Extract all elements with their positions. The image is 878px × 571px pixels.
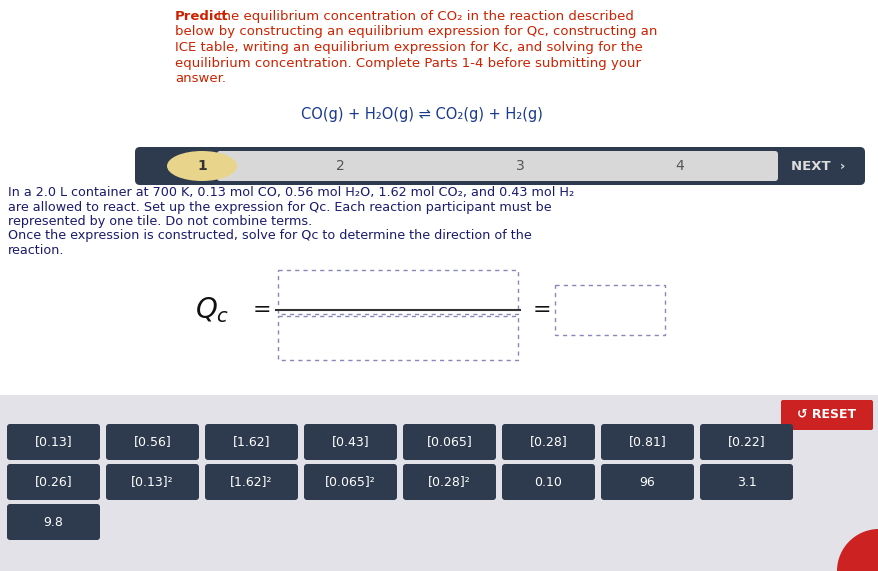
Text: =: = [252,300,271,320]
Text: answer.: answer. [175,72,226,85]
FancyBboxPatch shape [601,464,694,500]
Text: [0.81]: [0.81] [628,436,666,448]
Text: the equilibrium concentration of CO₂ in the reaction described: the equilibrium concentration of CO₂ in … [212,10,633,23]
Text: [0.26]: [0.26] [34,476,72,489]
FancyBboxPatch shape [501,424,594,460]
Text: [0.13]: [0.13] [34,436,72,448]
FancyBboxPatch shape [205,464,298,500]
Text: 3: 3 [515,159,524,173]
FancyBboxPatch shape [304,424,397,460]
Text: [0.13]²: [0.13]² [131,476,174,489]
Polygon shape [836,529,878,571]
Text: below by constructing an equilibrium expression for Qc, constructing an: below by constructing an equilibrium exp… [175,26,657,38]
FancyBboxPatch shape [554,285,665,335]
Text: Once the expression is constructed, solve for Qc to determine the direction of t: Once the expression is constructed, solv… [8,230,531,243]
FancyBboxPatch shape [699,464,792,500]
Text: equilibrium concentration. Complete Parts 1-4 before submitting your: equilibrium concentration. Complete Part… [175,57,640,70]
Text: ↺ RESET: ↺ RESET [796,408,855,421]
FancyBboxPatch shape [304,464,397,500]
Text: represented by one tile. Do not combine terms.: represented by one tile. Do not combine … [8,215,312,228]
Text: 9.8: 9.8 [44,516,63,529]
Text: Predict: Predict [175,10,228,23]
Text: [0.43]: [0.43] [331,436,369,448]
Text: $Q_c$: $Q_c$ [195,295,229,325]
Text: 4: 4 [675,159,684,173]
Text: [1.62]²: [1.62]² [230,476,272,489]
Text: [0.065]²: [0.065]² [325,476,376,489]
Text: 0.10: 0.10 [534,476,562,489]
FancyBboxPatch shape [781,400,872,430]
Text: [0.28]: [0.28] [529,436,566,448]
Text: are allowed to react. Set up the expression for Qc. Each reaction participant mu: are allowed to react. Set up the express… [8,200,551,214]
Text: [1.62]: [1.62] [233,436,270,448]
FancyBboxPatch shape [699,424,792,460]
FancyBboxPatch shape [7,504,100,540]
Text: CO(g) + H₂O(g) ⇌ CO₂(g) + H₂(g): CO(g) + H₂O(g) ⇌ CO₂(g) + H₂(g) [300,107,543,122]
Text: =: = [532,300,551,320]
Bar [0,395,878,571]
FancyBboxPatch shape [277,316,517,360]
Text: [0.28]²: [0.28]² [428,476,471,489]
Text: In a 2.0 L container at 700 K, 0.13 mol CO, 0.56 mol H₂O, 1.62 mol CO₂, and 0.43: In a 2.0 L container at 700 K, 0.13 mol … [8,186,573,199]
Ellipse shape [167,151,237,181]
FancyBboxPatch shape [7,424,100,460]
Text: NEXT  ›: NEXT › [790,159,845,172]
Text: 96: 96 [639,476,655,489]
Text: [0.065]: [0.065] [426,436,471,448]
FancyBboxPatch shape [277,270,517,314]
FancyBboxPatch shape [501,464,594,500]
Text: 3.1: 3.1 [736,476,755,489]
FancyBboxPatch shape [402,424,495,460]
FancyBboxPatch shape [106,464,198,500]
Text: 1: 1 [197,159,206,173]
FancyBboxPatch shape [601,424,694,460]
Text: [0.56]: [0.56] [133,436,171,448]
Text: ICE table, writing an equilibrium expression for Kc, and solving for the: ICE table, writing an equilibrium expres… [175,41,642,54]
FancyBboxPatch shape [7,464,100,500]
Text: [0.22]: [0.22] [727,436,765,448]
FancyBboxPatch shape [402,464,495,500]
FancyBboxPatch shape [205,424,298,460]
FancyBboxPatch shape [217,151,777,181]
FancyBboxPatch shape [135,147,864,185]
FancyBboxPatch shape [106,424,198,460]
Text: reaction.: reaction. [8,244,64,257]
Text: 2: 2 [335,159,344,173]
